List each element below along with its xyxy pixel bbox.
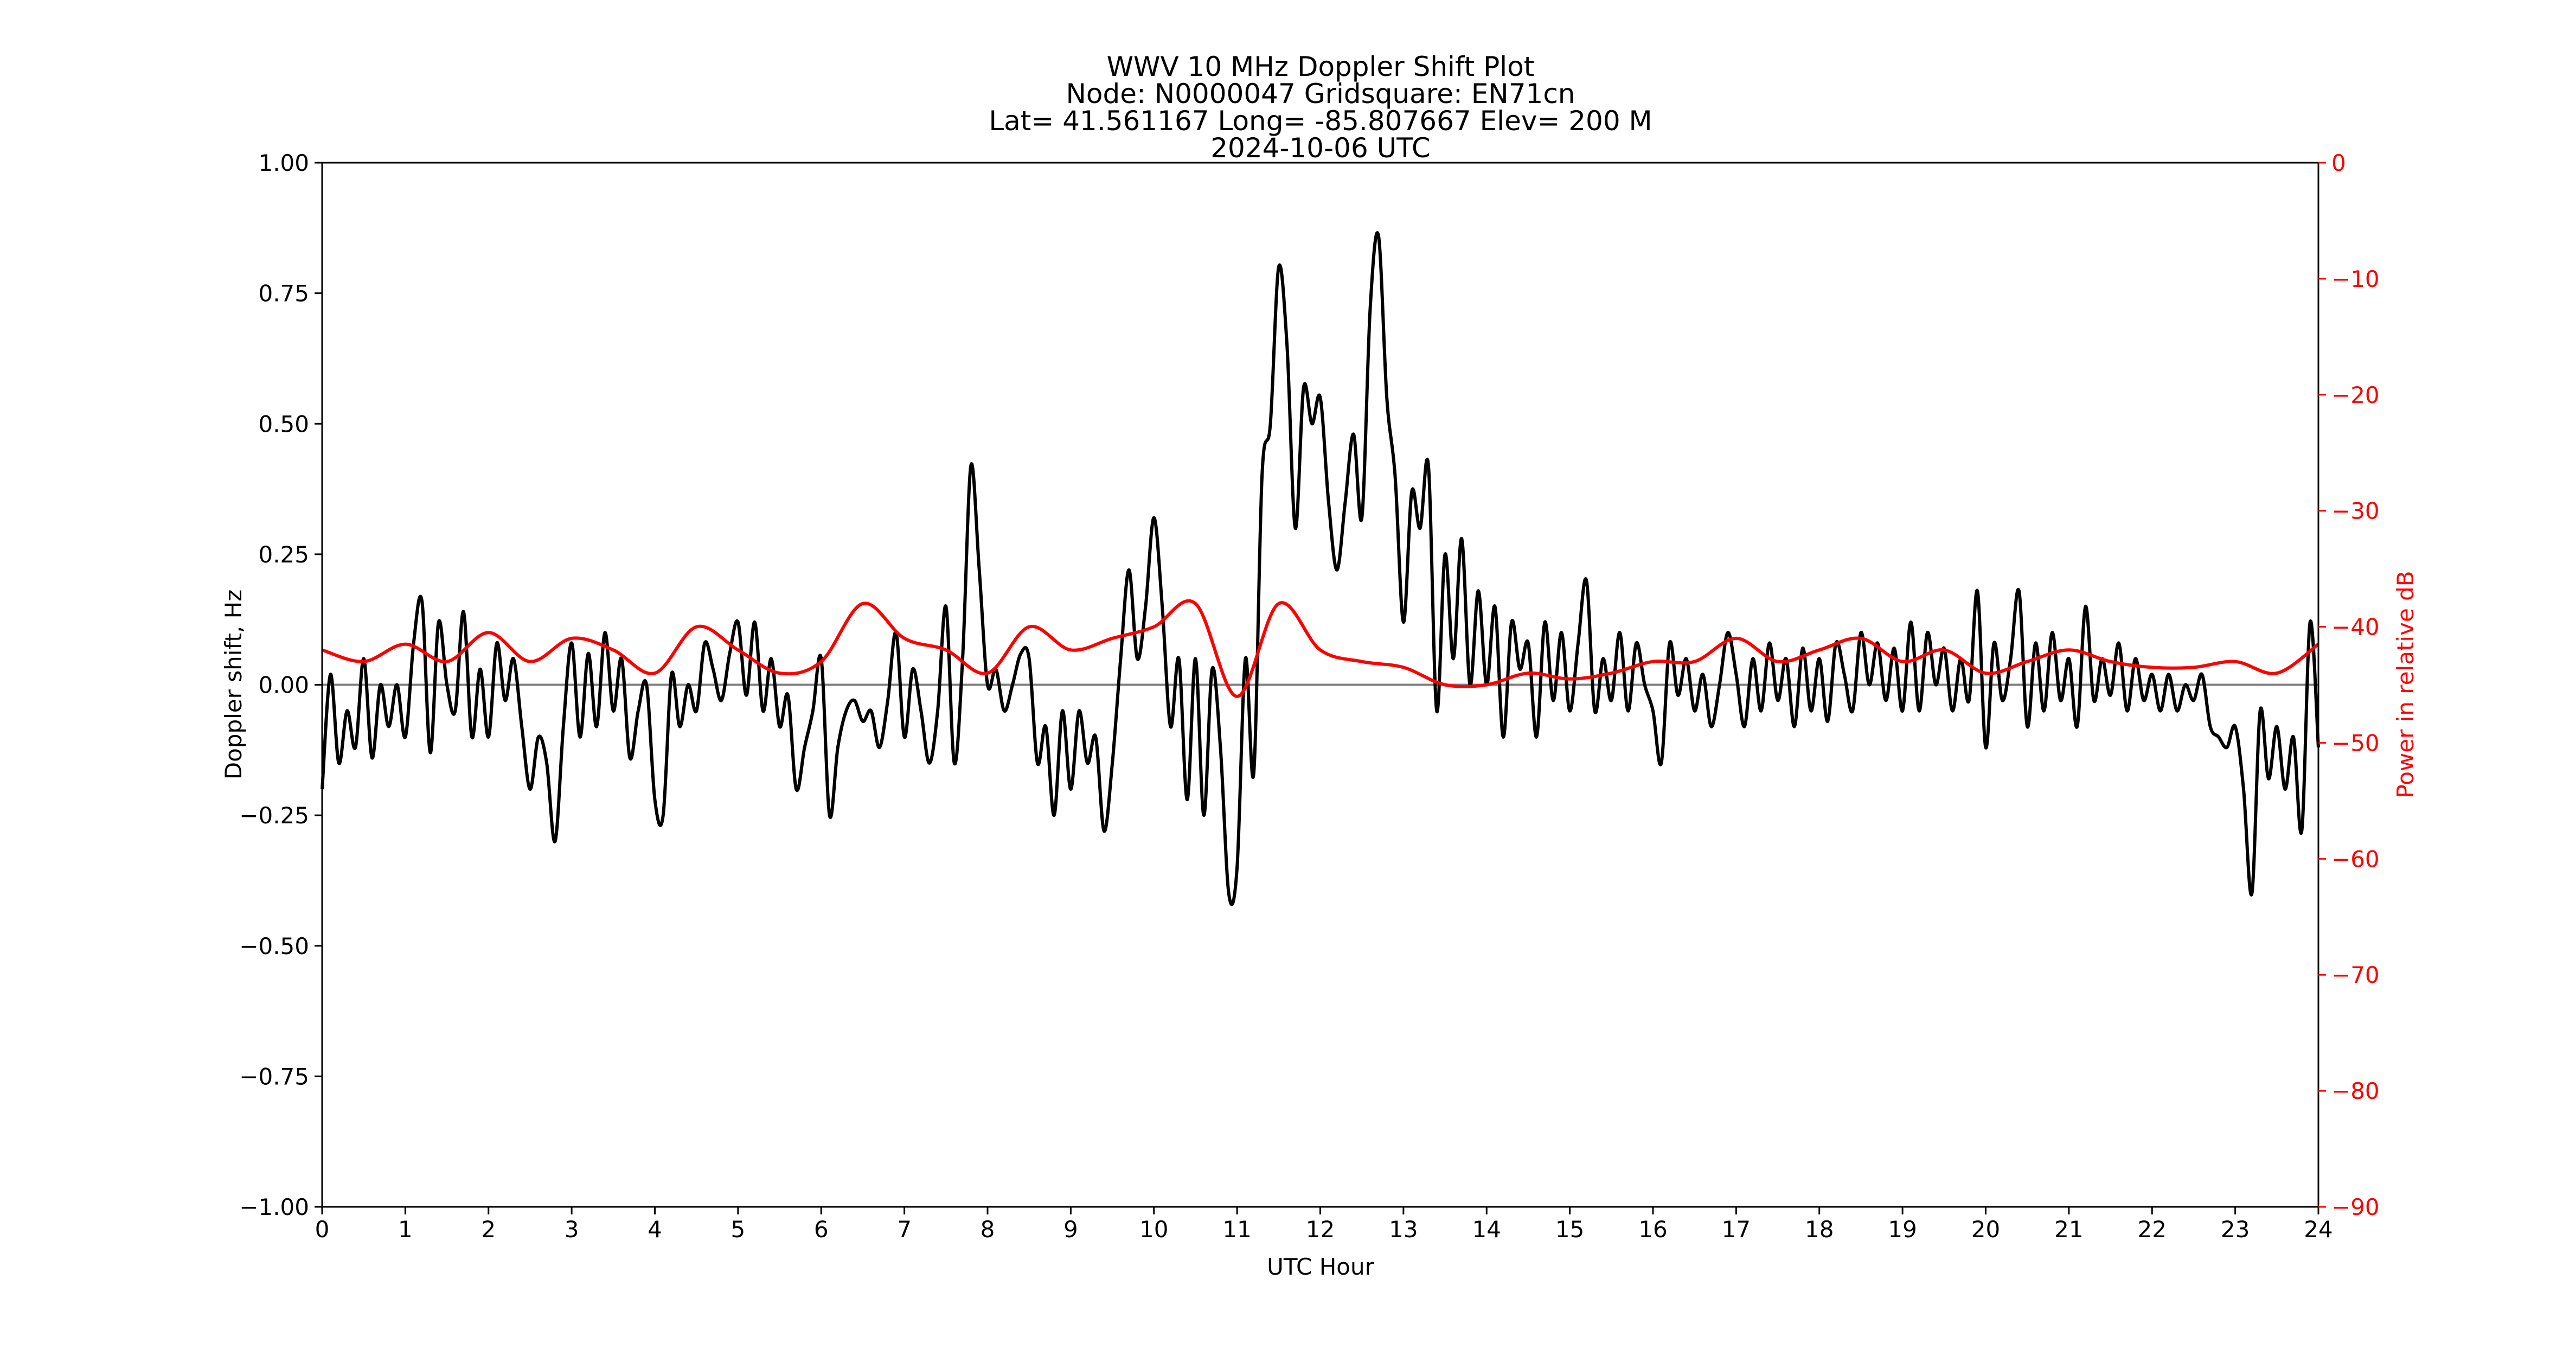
x-tick-label: 3	[565, 1216, 579, 1243]
x-tick-label: 10	[1139, 1216, 1168, 1243]
y2-tick-label: 0	[2331, 150, 2346, 176]
y-tick-label: 1.00	[258, 150, 309, 176]
x-tick-label: 14	[1472, 1216, 1501, 1243]
x-tick-label: 18	[1805, 1216, 1834, 1243]
y2-tick-label: −70	[2331, 962, 2380, 988]
x-tick-label: 19	[1888, 1216, 1917, 1243]
y-tick-label: 0.25	[258, 541, 309, 568]
x-tick-label: 20	[1971, 1216, 2000, 1243]
y2-tick-label: −20	[2331, 382, 2380, 408]
x-tick-label: 16	[1638, 1216, 1667, 1243]
x-tick-label: 21	[2054, 1216, 2083, 1243]
plot-area: 0 1 2 3 4 5 6 7 8 9 10 11 12 13 14 15 16 17 18 19 20 21 22 23 24…	[239, 150, 2379, 1243]
y-tick-label: −0.75	[239, 1063, 309, 1090]
title-line-1: WWV 10 MHz Doppler Shift Plot	[1107, 51, 1535, 82]
y-tick-label: 0.00	[258, 672, 309, 699]
y-tick-label: −0.50	[239, 933, 309, 960]
x-axis-label: UTC Hour	[1267, 1253, 1375, 1280]
title-line-3: Lat= 41.561167 Long= -85.807667 Elev= 20…	[989, 105, 1652, 137]
title-line-2: Node: N0000047 Gridsquare: EN71cn	[1066, 78, 1575, 110]
x-tick-label: 11	[1222, 1216, 1251, 1243]
y2-tick-label: −30	[2331, 498, 2380, 525]
y2-tick-label: −60	[2331, 846, 2380, 872]
x-tick-label: 5	[731, 1216, 746, 1243]
x-tick-label: 0	[315, 1216, 330, 1243]
x-tick-label: 7	[897, 1216, 912, 1243]
y2-tick-label: −40	[2331, 614, 2380, 641]
x-tick-label: 8	[981, 1216, 995, 1243]
y2-axis-label: Power in relative dB	[2392, 571, 2419, 798]
x-tick-label: 4	[648, 1216, 662, 1243]
x-tick-label: 17	[1722, 1216, 1751, 1243]
x-tick-label: 22	[2138, 1216, 2167, 1243]
x-tick-label: 23	[2221, 1216, 2250, 1243]
y-tick-label: 0.50	[258, 411, 309, 437]
y-tick-label: −0.25	[239, 802, 309, 829]
y-tick-label: 0.75	[258, 280, 309, 307]
y2-tick-label: −10	[2331, 266, 2380, 292]
x-tick-label: 9	[1063, 1216, 1078, 1243]
x-tick-label: 2	[481, 1216, 496, 1243]
x-tick-label: 6	[814, 1216, 829, 1243]
y-tick-label: −1.00	[239, 1194, 309, 1220]
x-tick-label: 24	[2304, 1216, 2333, 1243]
chart-title: WWV 10 MHz Doppler Shift Plot Node: N000…	[989, 51, 1652, 164]
x-tick-label: 12	[1306, 1216, 1335, 1243]
doppler-series-line	[321, 231, 2320, 906]
x-tick-label: 13	[1389, 1216, 1418, 1243]
y2-tick-label: −50	[2331, 730, 2380, 756]
title-line-4: 2024-10-06 UTC	[1210, 132, 1431, 164]
power-series-line	[322, 599, 2319, 698]
y-axis-label: Doppler shift, Hz	[220, 590, 247, 780]
x-tick-label: 1	[398, 1216, 413, 1243]
x-tick-label: 15	[1555, 1216, 1584, 1243]
y2-tick-label: −80	[2331, 1078, 2380, 1104]
y2-tick-label: −90	[2331, 1194, 2380, 1220]
